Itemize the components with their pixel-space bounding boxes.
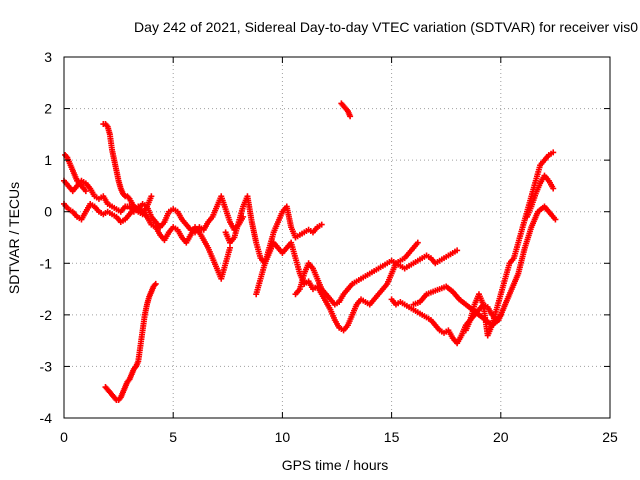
axes: 0 5 10 15 20 25 -4 -3 -2 -1 0 1 2 3 [40,49,618,445]
data-point [82,188,89,195]
series-track-l [102,280,159,403]
y-tick-label: -4 [40,410,53,426]
data-point [454,247,461,254]
y-tick-label: 2 [44,101,52,117]
data-point [347,113,354,120]
x-tick-label: 25 [602,429,618,445]
data-series [61,100,559,403]
y-axis-label: SDTVAR / TECUs [6,182,22,294]
data-point [550,149,557,156]
x-tick-label: 0 [60,429,68,445]
series-track-m [338,100,354,120]
series-track-k [524,172,557,220]
series-track-d [62,151,89,195]
series-track-f [253,203,325,298]
plot-frame [63,56,611,419]
y-tick-label: -2 [40,307,53,323]
x-tick-label: 5 [169,429,177,445]
data-point [318,221,325,228]
x-tick-label: 20 [493,429,509,445]
series-track-g [292,247,461,308]
series-track-j [462,149,557,339]
y-tick-label: 0 [44,204,52,220]
chart-title: Day 242 of 2021, Sidereal Day-to-day VTE… [134,19,638,35]
x-tick-label: 15 [384,429,400,445]
data-point [550,185,557,192]
x-axis-label: GPS time / hours [282,457,389,473]
data-point [414,239,421,246]
data-point [552,216,559,223]
y-tick-label: 3 [44,49,52,65]
y-tick-label: 1 [44,152,52,168]
data-point [148,193,155,200]
y-tick-label: -3 [40,358,53,374]
data-point [152,280,159,287]
y-tick-label: -1 [40,255,53,271]
data-point [226,244,233,251]
grid [64,57,610,418]
series-track-i [410,203,559,329]
series-track-c [100,121,155,218]
x-tick-label: 10 [275,429,291,445]
series-track-b [61,200,233,282]
series-track-a [61,177,247,236]
